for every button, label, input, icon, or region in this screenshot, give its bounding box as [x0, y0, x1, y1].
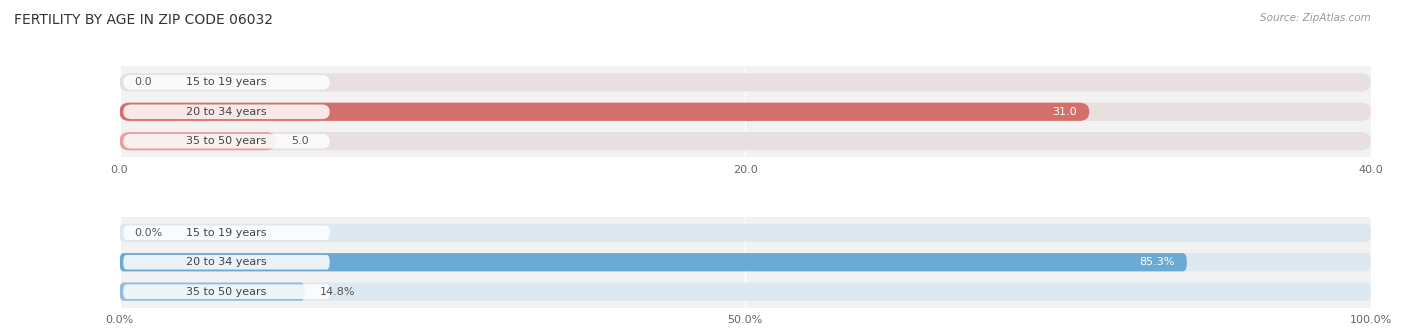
- Text: Source: ZipAtlas.com: Source: ZipAtlas.com: [1260, 13, 1371, 23]
- Text: 15 to 19 years: 15 to 19 years: [186, 77, 267, 87]
- Text: 5.0: 5.0: [291, 136, 308, 146]
- Text: 14.8%: 14.8%: [319, 287, 356, 297]
- Text: 0.0: 0.0: [135, 77, 152, 87]
- FancyBboxPatch shape: [124, 255, 330, 269]
- FancyBboxPatch shape: [120, 132, 276, 150]
- FancyBboxPatch shape: [120, 283, 305, 301]
- FancyBboxPatch shape: [120, 283, 1371, 301]
- Text: 20 to 34 years: 20 to 34 years: [186, 257, 267, 267]
- FancyBboxPatch shape: [120, 73, 1371, 91]
- FancyBboxPatch shape: [120, 253, 1371, 271]
- FancyBboxPatch shape: [120, 132, 1371, 150]
- Text: 20 to 34 years: 20 to 34 years: [186, 107, 267, 117]
- FancyBboxPatch shape: [120, 103, 1371, 121]
- Text: 0.0%: 0.0%: [135, 228, 163, 238]
- FancyBboxPatch shape: [120, 103, 1090, 121]
- FancyBboxPatch shape: [124, 284, 330, 299]
- Text: 15 to 19 years: 15 to 19 years: [186, 228, 267, 238]
- FancyBboxPatch shape: [124, 134, 330, 149]
- FancyBboxPatch shape: [124, 75, 330, 90]
- Text: 85.3%: 85.3%: [1139, 257, 1174, 267]
- FancyBboxPatch shape: [124, 105, 330, 119]
- Text: FERTILITY BY AGE IN ZIP CODE 06032: FERTILITY BY AGE IN ZIP CODE 06032: [14, 13, 273, 27]
- FancyBboxPatch shape: [120, 253, 1187, 271]
- FancyBboxPatch shape: [120, 224, 1371, 242]
- Text: 31.0: 31.0: [1052, 107, 1077, 117]
- Text: 35 to 50 years: 35 to 50 years: [187, 287, 267, 297]
- Text: 35 to 50 years: 35 to 50 years: [187, 136, 267, 146]
- FancyBboxPatch shape: [124, 225, 330, 240]
